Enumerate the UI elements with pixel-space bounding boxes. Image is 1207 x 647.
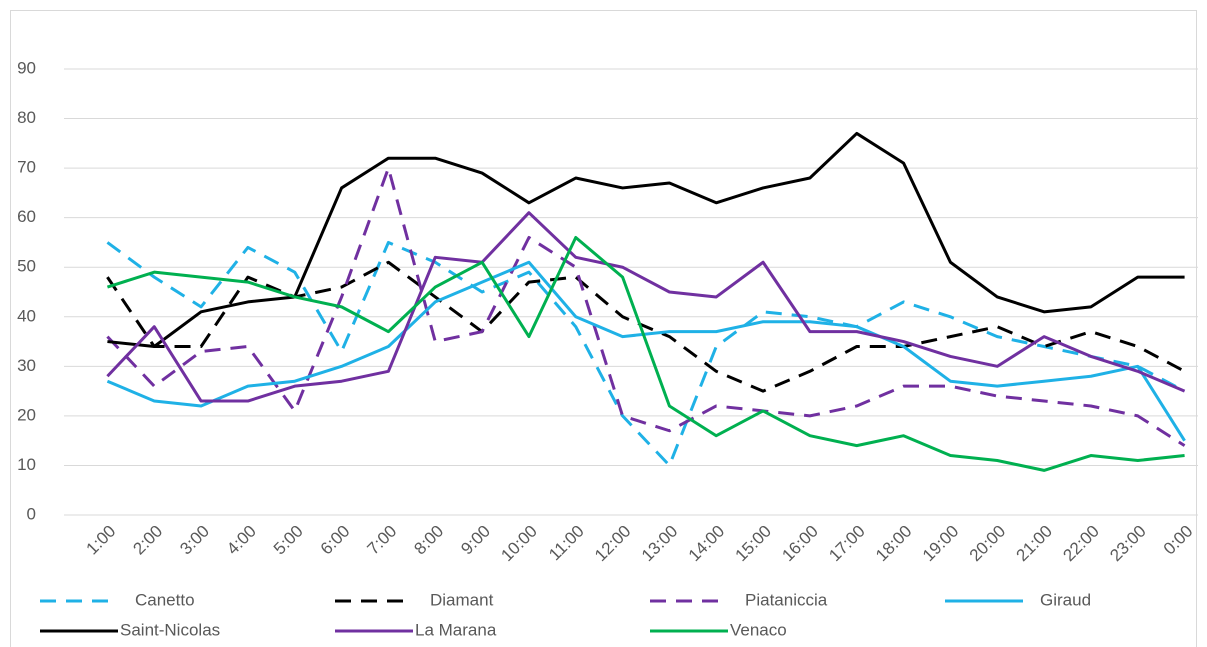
series-line [106, 260, 1186, 393]
legend-label: Canetto [135, 590, 195, 609]
legend-label: Saint-Nicolas [120, 620, 220, 639]
series-line [107, 131, 1185, 349]
legend-label: La Marana [415, 620, 497, 639]
y-tick-label: 40 [17, 306, 36, 325]
series-line [106, 235, 1185, 472]
y-tick-label: 70 [17, 158, 36, 177]
series-line [106, 240, 1186, 467]
y-tick-label: 80 [17, 108, 36, 127]
series-line [106, 260, 1186, 442]
y-tick-label: 60 [17, 207, 36, 226]
y-tick-label: 90 [17, 58, 36, 77]
y-tick-label: 20 [17, 405, 36, 424]
y-tick-label: 0 [27, 504, 36, 523]
legend-label: Piataniccia [745, 590, 828, 609]
series-line [106, 166, 1186, 447]
y-tick-label: 30 [17, 356, 36, 375]
y-tick-label: 10 [17, 455, 36, 474]
legend-label: Giraud [1040, 590, 1091, 609]
legend-label: Venaco [730, 620, 787, 639]
legend-label: Diamant [430, 590, 494, 609]
y-tick-label: 50 [17, 257, 36, 276]
series-line [106, 211, 1186, 403]
